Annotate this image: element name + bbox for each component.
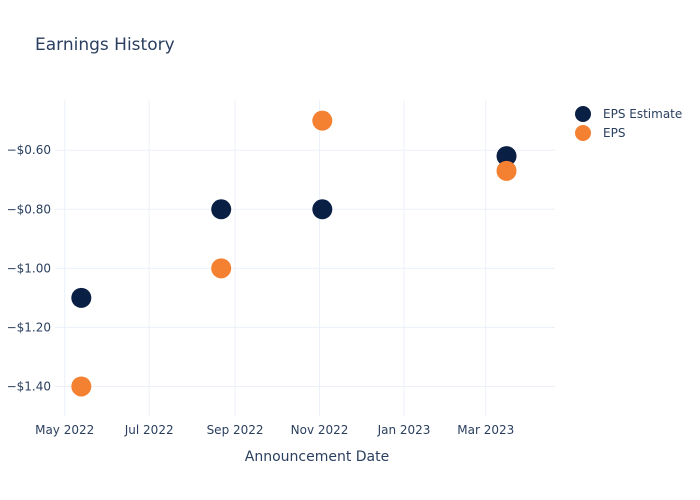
legend-marker [575,125,591,141]
data-point[interactable] [211,199,232,220]
x-tick-label: Mar 2023 [457,423,514,437]
legend-marker [575,106,591,122]
x-tick-label: May 2022 [35,423,94,437]
grid [55,100,555,416]
x-axis-title: Announcement Date [245,449,389,465]
x-tick-label: Jul 2022 [124,423,174,437]
data-points [71,110,517,397]
data-point[interactable] [312,199,333,220]
data-point[interactable] [71,376,92,397]
data-point[interactable] [211,258,232,279]
y-tick-label: −$1.00 [7,261,51,275]
legend-label: EPS Estimate [603,107,682,121]
y-tick-label: −$0.80 [7,202,51,216]
data-point[interactable] [71,287,92,308]
series-1 [71,110,517,397]
legend-label: EPS [603,126,625,140]
data-point[interactable] [496,146,517,167]
y-tick-label: −$1.20 [7,320,51,334]
y-tick-label: −$1.40 [7,379,51,393]
data-point[interactable] [312,110,333,131]
x-tick-label: Nov 2022 [291,423,349,437]
legend: EPS Estimate EPS [575,106,682,141]
chart-title: Earnings History [35,35,175,55]
data-point[interactable] [496,160,517,181]
series-0 [71,146,517,308]
y-axis-ticks: −$1.40 −$1.20 −$1.00 −$0.80 −$0.60 [7,143,51,393]
x-tick-label: Sep 2022 [207,423,264,437]
y-tick-label: −$0.60 [7,143,51,157]
x-axis-ticks: May 2022 Jul 2022 Sep 2022 Nov 2022 Jan 2023… [35,423,514,437]
x-tick-label: Jan 2023 [377,423,431,437]
